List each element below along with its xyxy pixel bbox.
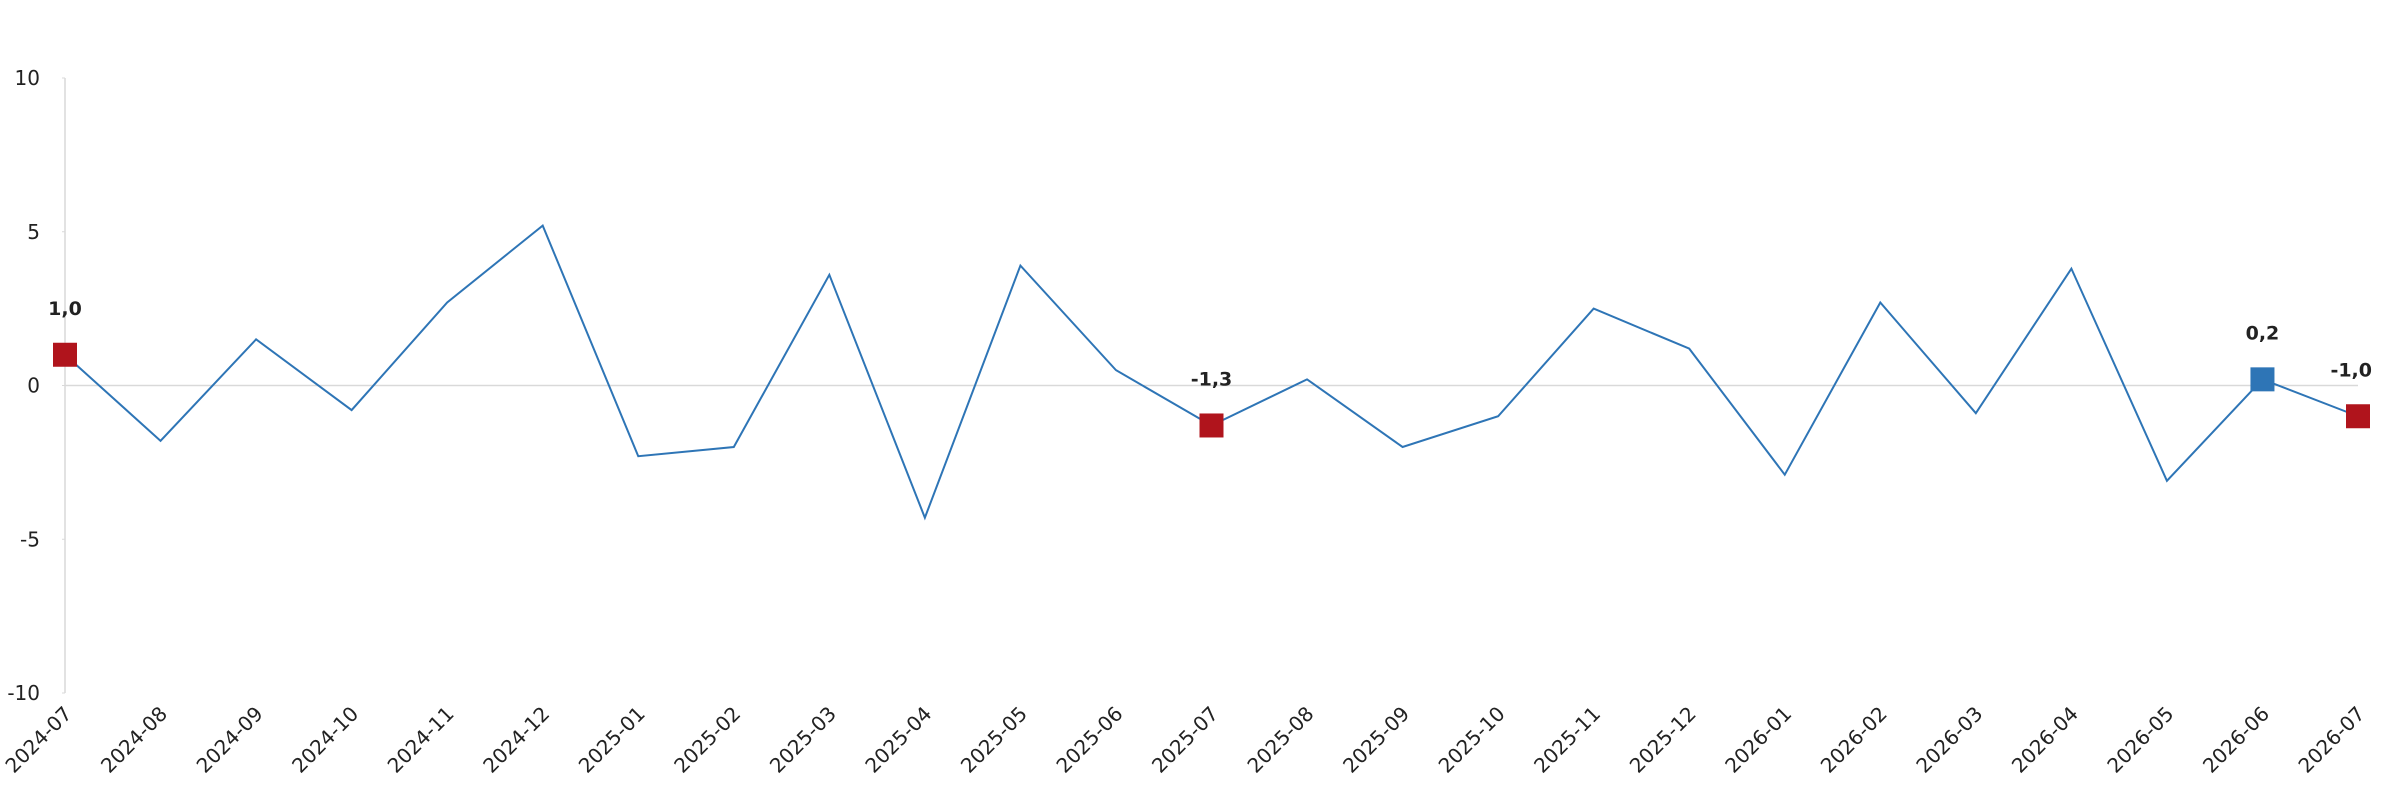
x-tick-label: 2024-10 <box>287 702 363 778</box>
x-tick-label: 2025-04 <box>860 702 936 778</box>
x-tick-label: 2025-10 <box>1434 702 1510 778</box>
x-tick-label: 2026-01 <box>1720 702 1796 778</box>
x-tick-label: 2026-07 <box>2293 702 2369 778</box>
x-tick-label: 2024-07 <box>0 702 76 778</box>
x-tick-label: 2025-05 <box>956 702 1032 778</box>
y-tick-label: 0 <box>27 374 40 398</box>
y-tick-label: -10 <box>7 681 40 705</box>
marker <box>2346 404 2370 429</box>
x-tick-label: 2025-01 <box>574 702 650 778</box>
marker <box>53 342 77 367</box>
x-tick-label: 2024-09 <box>192 702 268 778</box>
value-label: -1,0 <box>2330 359 2372 381</box>
y-tick-label: 10 <box>15 66 40 90</box>
x-tick-label: 2024-08 <box>96 702 172 778</box>
x-tick-label: 2025-06 <box>1051 702 1127 778</box>
x-tick-label: 2025-02 <box>669 702 745 778</box>
x-tick-label: 2025-03 <box>765 702 841 778</box>
x-tick-label: 2026-05 <box>2102 702 2178 778</box>
y-tick-label: 5 <box>27 220 40 244</box>
x-tick-label: 2025-08 <box>1243 702 1319 778</box>
x-tick-label: 2024-11 <box>383 702 459 778</box>
x-tick-label: 2026-04 <box>2007 702 2083 778</box>
marker <box>1199 413 1224 438</box>
value-label: 1,0 <box>48 298 82 320</box>
marker <box>2250 367 2275 392</box>
x-tick-label: 2025-12 <box>1625 702 1701 778</box>
value-label: -1,3 <box>1191 368 1233 390</box>
x-tick-label: 2025-07 <box>1147 702 1223 778</box>
x-tick-label: 2024-12 <box>478 702 554 778</box>
x-tick-label: 2026-02 <box>1816 702 1892 778</box>
x-tick-label: 2025-11 <box>1529 702 1605 778</box>
y-tick-label: -5 <box>20 527 40 551</box>
value-label: 0,2 <box>2246 322 2280 344</box>
x-tick-label: 2026-03 <box>1911 702 1987 778</box>
x-tick-label: 2025-09 <box>1338 702 1414 778</box>
x-tick-label: 2026-06 <box>2198 702 2274 778</box>
